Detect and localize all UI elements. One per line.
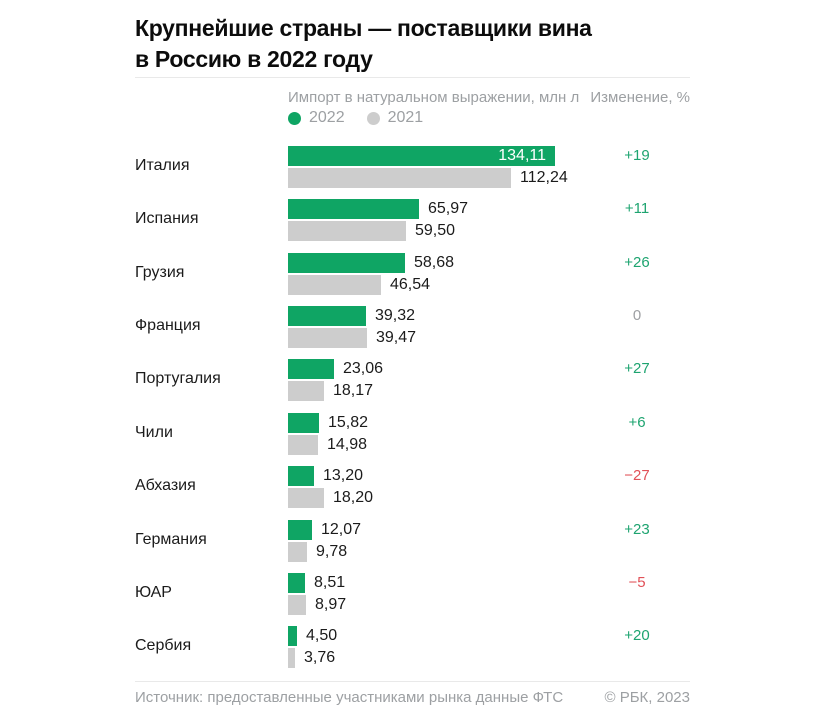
bar-2022: 15,82 — [288, 413, 368, 433]
bar-2022: 12,07 — [288, 520, 361, 540]
value-2022: 23,06 — [343, 360, 384, 377]
value-2021: 18,17 — [333, 382, 374, 399]
value-2022: 58,68 — [414, 254, 455, 271]
value-2021: 59,50 — [415, 222, 456, 239]
source-note: Источник: предоставленные участниками ры… — [135, 689, 564, 706]
value-2021: 9,78 — [316, 543, 348, 560]
bar-2021: 39,47 — [288, 328, 416, 348]
value-2022: 4,50 — [306, 627, 338, 644]
change-value: +11 — [624, 200, 650, 217]
legend-label-2021: 2021 — [387, 109, 424, 126]
metric-label: Импорт в натуральном выражении, млн л — [288, 89, 580, 106]
value-2021: 18,20 — [333, 489, 374, 506]
bar-2021: 18,20 — [288, 488, 373, 508]
chart-row: ЮАР 8,51 8,97 −5 — [135, 573, 690, 615]
value-2022: 13,20 — [323, 467, 364, 484]
legend-dot-2022 — [288, 111, 301, 125]
country-label: Сербия — [135, 637, 192, 654]
change-value: −5 — [628, 574, 646, 591]
title-line-1: Крупнейшие страны — поставщики вина — [135, 15, 592, 41]
value-2022: 15,82 — [328, 414, 369, 431]
legend-dot-2021 — [366, 111, 380, 125]
bar-2021: 8,97 — [288, 595, 346, 615]
chart-row: Португалия 23,06 18,17 +27 — [135, 359, 690, 401]
change-value: −27 — [624, 467, 650, 484]
change-value: +20 — [624, 627, 650, 644]
chart-row: Чили 15,82 14,98 +6 — [135, 413, 690, 455]
value-2022: 65,97 — [428, 200, 469, 217]
chart-row: Германия 12,07 9,78 +23 — [135, 520, 690, 562]
change-value: +6 — [628, 414, 646, 431]
value-2021: 39,47 — [376, 329, 417, 346]
change-value: +27 — [624, 360, 650, 377]
bar-2022: 8,51 — [288, 573, 345, 593]
chart-row: Абхазия 13,20 18,20 −27 — [135, 466, 690, 508]
legend-label-2022: 2022 — [309, 109, 345, 126]
value-2022: 8,51 — [314, 574, 346, 591]
page-title: Крупнейшие страны — поставщики вина в Ро… — [135, 13, 695, 75]
country-label: Португалия — [135, 370, 221, 387]
value-2022: 39,32 — [375, 307, 416, 324]
bar-2021: 46,54 — [288, 275, 430, 295]
legend-item-2021: 2021 — [366, 109, 424, 127]
bar-2022: 58,68 — [288, 253, 454, 273]
value-2022: 12,07 — [321, 521, 362, 538]
country-label: Грузия — [135, 264, 185, 281]
change-value: +19 — [624, 147, 650, 164]
value-2021: 112,24 — [520, 169, 568, 186]
bar-2022: 23,06 — [288, 359, 383, 379]
country-label: Чили — [135, 424, 173, 441]
bar-2022: 13,20 — [288, 466, 363, 486]
legend: 2022 2021 — [288, 109, 423, 127]
change-value: 0 — [632, 307, 642, 324]
bar-2022: 65,97 — [288, 199, 468, 219]
bar-2021: 59,50 — [288, 221, 455, 241]
bar-2021: 112,24 — [288, 168, 568, 188]
country-label: Германия — [135, 531, 207, 548]
value-2021: 14,98 — [327, 436, 368, 453]
chart-row: Испания 65,97 59,50 +11 — [135, 199, 690, 241]
copyright-note: © РБК, 2023 — [604, 689, 690, 706]
country-label: Италия — [135, 157, 190, 174]
country-label: Испания — [135, 210, 199, 227]
bar-2022: 134,11 — [288, 146, 555, 166]
footer-divider — [135, 681, 690, 682]
country-label: ЮАР — [135, 584, 172, 601]
value-2021: 3,76 — [304, 649, 336, 666]
country-label: Абхазия — [135, 477, 196, 494]
header-divider — [135, 77, 690, 78]
bar-2021: 9,78 — [288, 542, 347, 562]
bar-2022: 39,32 — [288, 306, 415, 326]
value-2022: 134,11 — [498, 147, 546, 164]
value-2021: 8,97 — [315, 596, 347, 613]
change-value: +23 — [624, 521, 650, 538]
bar-2022: 4,50 — [288, 626, 337, 646]
chart-row: Италия 134,11 112,24 +19 — [135, 146, 690, 188]
bar-2021: 3,76 — [288, 648, 335, 668]
change-column-label: Изменение, % — [590, 89, 690, 106]
country-label: Франция — [135, 317, 201, 334]
chart-row: Грузия 58,68 46,54 +26 — [135, 253, 690, 295]
title-line-2: в Россию в 2022 году — [135, 46, 373, 72]
chart-row: Франция 39,32 39,47 0 — [135, 306, 690, 348]
value-2021: 46,54 — [390, 276, 431, 293]
bar-2021: 18,17 — [288, 381, 373, 401]
legend-item-2022: 2022 — [288, 109, 345, 127]
change-value: +26 — [624, 254, 650, 271]
chart-row: Сербия 4,50 3,76 +20 — [135, 626, 690, 668]
bar-2021: 14,98 — [288, 435, 367, 455]
